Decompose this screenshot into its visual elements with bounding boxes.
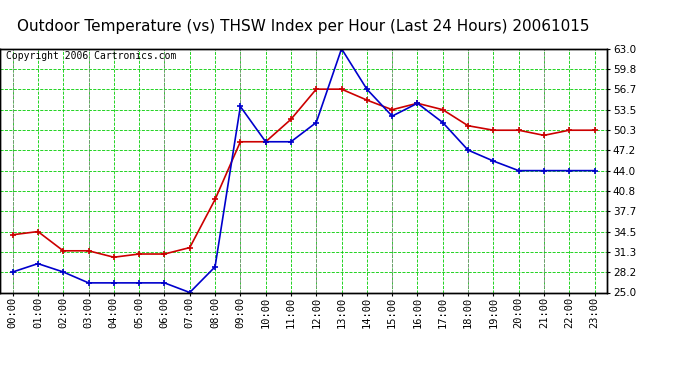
Text: Outdoor Temperature (vs) THSW Index per Hour (Last 24 Hours) 20061015: Outdoor Temperature (vs) THSW Index per … (17, 19, 590, 34)
Text: Copyright 2006 Cartronics.com: Copyright 2006 Cartronics.com (6, 51, 177, 61)
